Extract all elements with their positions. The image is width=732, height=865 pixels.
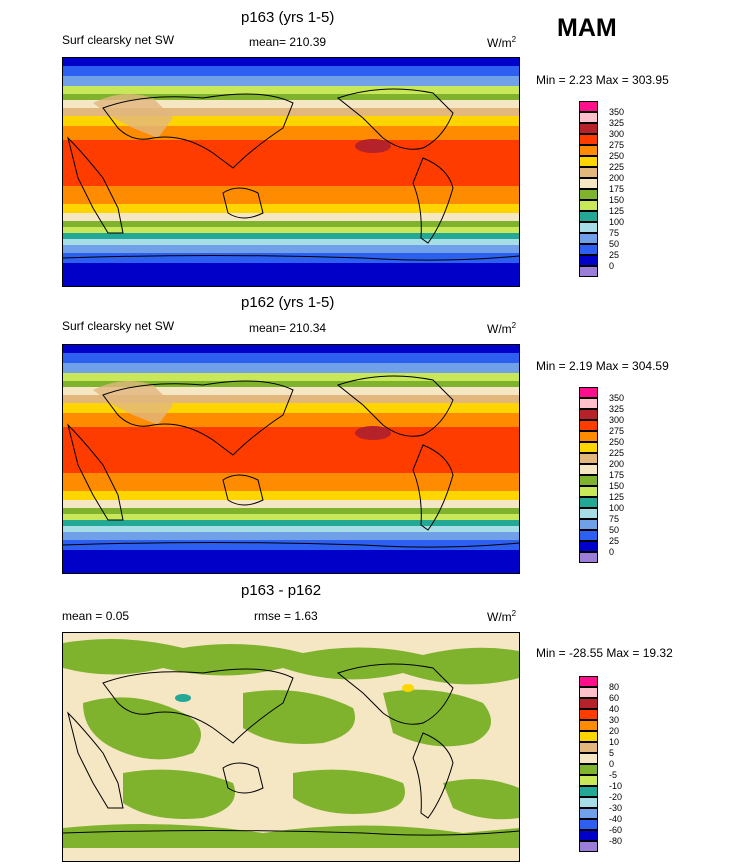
- colorbar-tick: 200: [609, 173, 625, 183]
- colorbar-tick: 350: [609, 107, 625, 117]
- panel3-title: p163 - p162: [241, 582, 322, 599]
- colorbar-tick: 20: [609, 726, 620, 736]
- panel3-colorbar: 80 60 40 30 20 10 5 0 -5 -10 -20 -30 -40…: [579, 676, 622, 858]
- colorbar-tick: 5: [609, 748, 615, 758]
- panel3-rmse-label: rmse = 1.63: [254, 609, 318, 623]
- colorbar-tick: 325: [609, 404, 625, 414]
- panel3-minmax: Min = -28.55 Max = 19.32: [536, 646, 673, 660]
- panel1-mean-label: mean= 210.39: [249, 35, 327, 49]
- panel2-mean-label: mean= 210.34: [249, 321, 327, 335]
- colorbar-tick: 125: [609, 492, 625, 502]
- colorbar-tick: 100: [609, 503, 625, 513]
- colorbar-tick: 300: [609, 415, 625, 425]
- colorbar-tick: 50: [609, 239, 620, 249]
- colorbar-tick: 275: [609, 426, 625, 436]
- colorbar-tick: 300: [609, 129, 625, 139]
- panel1-colorbar: 350 325 300 275 250 225 200 175 150 125 …: [579, 101, 624, 283]
- colorbar-tick: -40: [609, 814, 623, 824]
- colorbar-tick: 40: [609, 704, 620, 714]
- panel1-minmax: Min = 2.23 Max = 303.95: [536, 73, 669, 87]
- colorbar-tick: -5: [609, 770, 618, 780]
- panel2-map: [62, 344, 520, 574]
- colorbar-tick: 350: [609, 393, 625, 403]
- colorbar-tick: 60: [609, 693, 620, 703]
- colorbar-tick: 0: [609, 261, 615, 271]
- panel1-map: [62, 57, 520, 287]
- colorbar-tick: 250: [609, 437, 625, 447]
- colorbar-tick: -60: [609, 825, 623, 835]
- colorbar-tick: 10: [609, 737, 620, 747]
- colorbar-tick: 0: [609, 547, 615, 557]
- panel3-map-svg: [63, 633, 519, 861]
- colorbar-tick: -80: [609, 836, 623, 846]
- panel2-variable-label: Surf clearsky net SW: [62, 319, 175, 333]
- colorbar-tick: 75: [609, 514, 620, 524]
- colorbar-tick: -20: [609, 792, 623, 802]
- panel1-unit-label: W/m2: [487, 35, 517, 50]
- colorbar-tick: 25: [609, 250, 620, 260]
- colorbar-tick: 175: [609, 470, 625, 480]
- colorbar-tick: 275: [609, 140, 625, 150]
- panel2-map-svg: [63, 345, 519, 573]
- panel1-title: p163 (yrs 1-5): [241, 9, 335, 26]
- colorbar-tick: 225: [609, 162, 625, 172]
- panel3-mean-label: mean = 0.05: [62, 609, 130, 623]
- colorbar-tick: 150: [609, 195, 625, 205]
- colorbar-tick: 0: [609, 759, 615, 769]
- panel1-map-svg: [63, 58, 519, 286]
- panel1-variable-label: Surf clearsky net SW: [62, 33, 175, 47]
- colorbar-tick: -30: [609, 803, 623, 813]
- panel2-title: p162 (yrs 1-5): [241, 294, 335, 311]
- colorbar-tick: 50: [609, 525, 620, 535]
- colorbar-tick: 325: [609, 118, 625, 128]
- colorbar-tick: 30: [609, 715, 620, 725]
- colorbar-tick: 225: [609, 448, 625, 458]
- panel2-colorbar: 350 325 300 275 250 225 200 175 150 125 …: [579, 387, 624, 569]
- colorbar-tick: -10: [609, 781, 623, 791]
- colorbar-tick: 25: [609, 536, 620, 546]
- colorbar-tick: 200: [609, 459, 625, 469]
- panel2-unit-label: W/m2: [487, 321, 517, 336]
- panel2-minmax: Min = 2.19 Max = 304.59: [536, 359, 669, 373]
- panel3-unit-label: W/m2: [487, 609, 517, 624]
- colorbar-tick: 175: [609, 184, 625, 194]
- season-label: MAM: [557, 14, 617, 42]
- colorbar-tick: 150: [609, 481, 625, 491]
- colorbar-tick: 80: [609, 682, 620, 692]
- panel3-map: [62, 632, 520, 862]
- colorbar-tick: 250: [609, 151, 625, 161]
- colorbar-tick: 75: [609, 228, 620, 238]
- colorbar-tick: 100: [609, 217, 625, 227]
- colorbar-tick: 125: [609, 206, 625, 216]
